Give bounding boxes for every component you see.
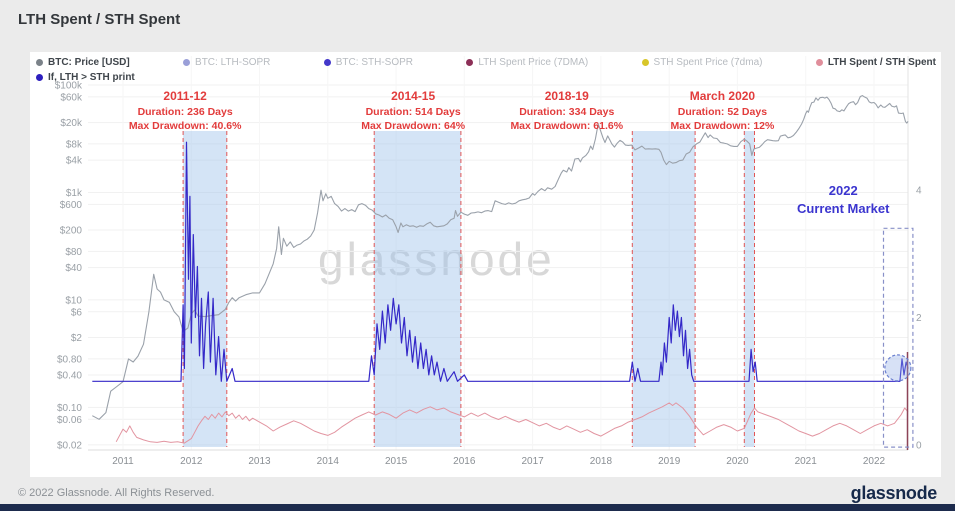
right-axis-tick-label: 2 (916, 313, 922, 324)
legend-row-1: BTC: Price [USD] BTC: LTH-SOPR BTC: STH-SO… (36, 57, 936, 68)
x-axis-tick-label: 2021 (795, 456, 818, 467)
copyright-text: © 2022 Glassnode. All Rights Reserved. (18, 487, 215, 499)
legend-label: LTH Spent / STH Spent (827, 57, 936, 68)
bottom-bar (0, 504, 955, 511)
left-axis-tick-label: $2 (71, 333, 83, 344)
annotation-line: Current Market (797, 201, 890, 217)
left-axis-tick-label: $0.40 (57, 371, 82, 382)
legend-dot-icon (466, 59, 474, 66)
annotation-line: March 2020 (689, 89, 756, 103)
legend-label: BTC: LTH-SOPR (195, 57, 271, 68)
left-axis-tick-label: $0.80 (57, 354, 82, 365)
current-market-highlight-circle (884, 354, 912, 382)
left-axis-tick-label: $80 (65, 247, 82, 258)
x-axis-tick-label: 2017 (521, 456, 544, 467)
right-axis-tick-label: 0 (916, 441, 922, 452)
left-axis-tick-label: $0.02 (57, 440, 82, 451)
left-axis-tick-label: $20k (60, 118, 83, 129)
left-axis-tick-label: $6 (71, 307, 83, 318)
legend-dot-icon (815, 59, 823, 66)
series-line-if-lth-sth-print (92, 141, 909, 382)
legend-label: If, LTH > STH print (48, 72, 135, 83)
left-axis-tick-label: $100k (55, 81, 83, 92)
annotation-line: Duration: 52 Days (677, 105, 768, 118)
band-annotation-march-2020: March 2020 Duration: 52 Days Max Drawdown:… (670, 88, 774, 134)
legend-item-btc-lth-sopr[interactable]: BTC: LTH-SOPR (183, 57, 270, 68)
series-line-lth-spent-sth-spent (115, 402, 909, 444)
chart-plot[interactable]: $100k$60k$20k$8k$4k$1k$600$200$80$40$10$… (0, 0, 955, 478)
annotation-line: 2022 (828, 183, 858, 198)
x-axis-tick-label: 2014 (317, 456, 340, 467)
band-annotation-2014-15: 2014-15 Duration: 514 Days Max Drawdown: 6… (361, 88, 465, 134)
annotation-line: Duration: 514 Days (365, 105, 461, 118)
x-axis-tick-label: 2013 (248, 456, 271, 467)
legend-item-if-lth-gt-sth-print[interactable]: If, LTH > STH print (36, 72, 135, 83)
x-axis-tick-label: 2022 (863, 456, 886, 467)
legend-label: STH Spent Price (7dma) (653, 57, 763, 68)
legend-item-btc-sth-sopr[interactable]: BTC: STH-SOPR (323, 57, 413, 68)
annotation-line: Max Drawdown: 64% (361, 120, 466, 133)
page-title: LTH Spent / STH Spent (18, 11, 181, 28)
legend-label: BTC: Price [USD] (48, 57, 130, 68)
highlight-band (632, 131, 696, 447)
annotation-line: Max Drawdown: 61.6% (510, 120, 624, 133)
annotation-line: 2011-12 (163, 89, 207, 103)
annotation-line: Max Drawdown: 40.6% (128, 120, 242, 133)
legend-row-2: If, LTH > STH print (36, 72, 936, 83)
left-axis-tick-label: $1k (66, 188, 83, 199)
chart-legend: BTC: Price [USD] BTC: LTH-SOPR BTC: STH-SO… (36, 57, 936, 83)
current-market-dashed-box (882, 227, 914, 448)
glassnode-logo[interactable]: glassnode (850, 483, 938, 503)
right-axis-tick-label: 4 (916, 186, 922, 197)
x-axis-tick-label: 2016 (453, 456, 476, 467)
band-annotation-2018-19: 2018-19 Duration: 334 Days Max Drawdown: 6… (510, 88, 623, 134)
legend-label: BTC: STH-SOPR (335, 57, 413, 68)
left-axis-tick-label: $60k (60, 92, 83, 103)
left-axis-tick-label: $8k (66, 139, 83, 150)
left-axis-tick-label: $600 (60, 200, 83, 211)
legend-item-lth-spent-sth-spent[interactable]: LTH Spent / STH Spent (815, 57, 936, 68)
left-axis-tick-label: $0.10 (57, 403, 82, 414)
left-axis-tick-label: $10 (65, 295, 82, 306)
legend-item-lth-spent-price-7dma[interactable]: LTH Spent Price (7DMA) (466, 57, 588, 68)
legend-dot-icon (36, 59, 43, 66)
left-axis-tick-label: $40 (65, 263, 82, 274)
x-axis-tick-label: 2019 (658, 456, 681, 467)
glassnode-watermark: glassnode (318, 232, 555, 286)
x-axis-tick-label: 2015 (385, 456, 408, 467)
annotation-line: Duration: 236 Days (137, 105, 233, 118)
left-axis-tick-label: $4k (66, 156, 83, 167)
legend-item-sth-spent-price-7dma[interactable]: STH Spent Price (7dma) (641, 57, 763, 68)
legend-label: LTH Spent Price (7DMA) (478, 57, 589, 68)
legend-dot-icon (323, 59, 331, 66)
legend-dot-icon (183, 59, 191, 66)
left-axis-tick-label: $0.06 (57, 415, 82, 426)
highlight-band (744, 131, 755, 447)
series-line-btc-price-usd (92, 95, 909, 420)
left-axis-tick-label: $200 (60, 226, 83, 237)
x-axis-tick-label: 2011 (112, 456, 134, 467)
legend-dot-icon (36, 74, 43, 81)
annotation-line: 2018-19 (544, 89, 589, 103)
legend-item-btc-price-usd[interactable]: BTC: Price [USD] (36, 57, 130, 68)
legend-dot-icon (641, 59, 649, 66)
current-market-annotation: 2022 Current Market (797, 182, 889, 218)
x-axis-tick-label: 2020 (726, 456, 749, 467)
annotation-line: 2014-15 (391, 89, 436, 103)
x-axis-tick-label: 2018 (590, 456, 613, 467)
band-annotation-2011-12: 2011-12 Duration: 236 Days Max Drawdown: 4… (129, 88, 242, 134)
annotation-line: Max Drawdown: 12% (670, 120, 775, 133)
annotation-line: Duration: 334 Days (519, 105, 615, 118)
highlight-band (183, 131, 227, 447)
highlight-band (374, 131, 461, 447)
x-axis-tick-label: 2012 (180, 456, 203, 467)
